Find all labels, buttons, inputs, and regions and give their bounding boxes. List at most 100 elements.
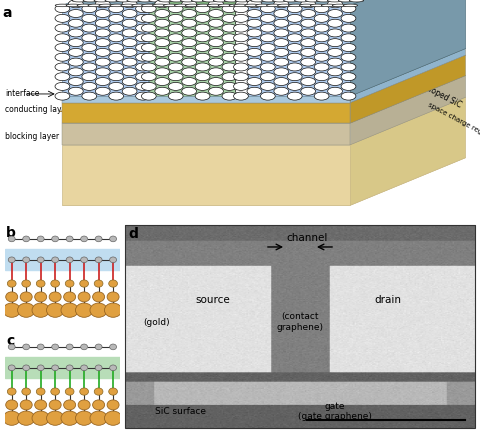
Ellipse shape [69,68,83,76]
Ellipse shape [88,4,102,6]
Ellipse shape [82,63,96,71]
Circle shape [107,400,119,410]
Ellipse shape [155,58,169,66]
Circle shape [95,344,102,350]
Ellipse shape [82,83,96,90]
Ellipse shape [142,24,156,32]
Ellipse shape [55,63,70,71]
Ellipse shape [182,19,196,27]
Polygon shape [350,97,466,205]
Text: channel: channel [287,233,328,243]
Ellipse shape [96,29,110,37]
Ellipse shape [261,24,275,32]
Ellipse shape [168,83,183,90]
Polygon shape [241,0,356,96]
Circle shape [61,411,78,425]
Ellipse shape [328,87,342,95]
Polygon shape [62,103,350,123]
Ellipse shape [55,14,70,22]
Circle shape [90,303,107,317]
Ellipse shape [168,44,183,51]
Circle shape [93,292,105,302]
Ellipse shape [288,53,302,61]
Ellipse shape [142,73,156,81]
Text: ⊖: ⊖ [294,111,301,120]
Polygon shape [5,249,120,270]
Ellipse shape [328,78,342,86]
Ellipse shape [209,29,223,37]
Circle shape [52,236,59,242]
Text: gate
(gate graphene): gate (gate graphene) [298,402,372,421]
Circle shape [32,411,49,425]
Ellipse shape [195,63,210,71]
Ellipse shape [195,34,210,42]
Ellipse shape [66,4,81,6]
Ellipse shape [69,29,83,37]
Ellipse shape [96,68,110,76]
Ellipse shape [122,19,137,27]
Ellipse shape [55,5,70,13]
Ellipse shape [222,24,237,32]
Circle shape [6,400,18,410]
Ellipse shape [245,4,259,6]
Ellipse shape [247,58,262,66]
Text: gate graphene: gate graphene [230,0,298,9]
Ellipse shape [55,4,70,6]
Circle shape [105,411,122,425]
Polygon shape [62,5,149,96]
Ellipse shape [209,0,223,8]
Ellipse shape [138,0,152,2]
Circle shape [20,400,32,410]
Ellipse shape [180,0,195,2]
Ellipse shape [109,44,123,51]
Ellipse shape [153,4,167,6]
Polygon shape [62,76,466,123]
Ellipse shape [122,68,137,76]
Ellipse shape [82,53,96,61]
Text: space charge region: space charge region [427,102,480,140]
Ellipse shape [236,58,250,66]
Ellipse shape [196,4,211,6]
Text: ⊖: ⊖ [265,111,272,120]
Ellipse shape [155,78,169,86]
Ellipse shape [314,5,329,13]
Ellipse shape [301,87,315,95]
Circle shape [7,388,16,395]
Circle shape [109,365,117,371]
Polygon shape [350,76,466,145]
Ellipse shape [222,14,237,22]
Ellipse shape [109,63,123,71]
Ellipse shape [300,4,314,6]
Ellipse shape [209,48,223,56]
Circle shape [32,303,49,317]
Ellipse shape [261,53,275,61]
Ellipse shape [301,78,315,86]
Text: n-doped SiC: n-doped SiC [418,80,463,110]
Ellipse shape [328,39,342,47]
Ellipse shape [168,14,183,22]
Ellipse shape [314,44,329,51]
Ellipse shape [55,44,70,51]
Ellipse shape [168,24,183,32]
Polygon shape [62,48,466,96]
Ellipse shape [96,78,110,86]
Ellipse shape [182,0,196,8]
Polygon shape [350,48,466,103]
Ellipse shape [55,92,70,100]
Ellipse shape [158,0,173,2]
Ellipse shape [247,19,262,27]
Ellipse shape [142,83,156,90]
Circle shape [49,292,61,302]
Ellipse shape [209,19,223,27]
Circle shape [8,236,15,242]
Ellipse shape [82,24,96,32]
Ellipse shape [122,78,137,86]
Ellipse shape [122,39,137,47]
Ellipse shape [328,19,342,27]
Ellipse shape [261,44,275,51]
Ellipse shape [136,83,150,90]
Ellipse shape [195,24,210,32]
Circle shape [52,257,59,263]
Ellipse shape [314,53,329,61]
Circle shape [66,257,73,263]
